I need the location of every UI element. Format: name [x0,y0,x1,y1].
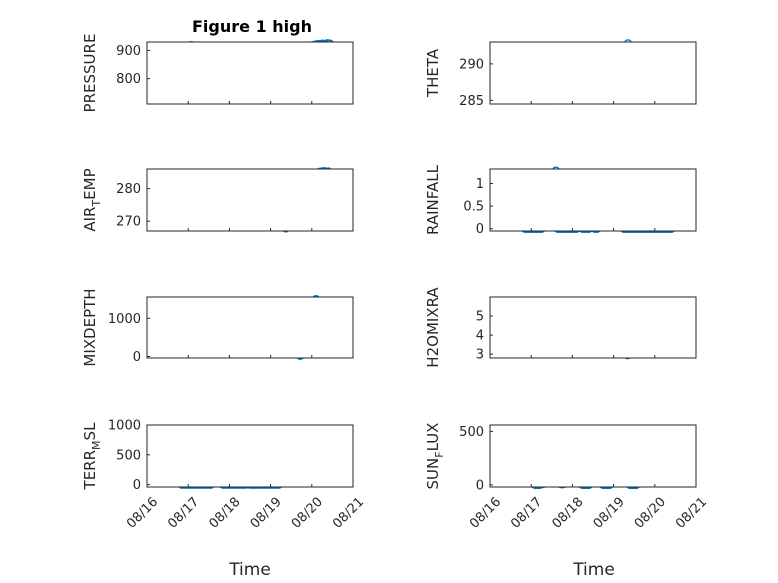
y-axis-label: H2OMIXRA [424,287,442,368]
x-tick-label: 08/16 [124,495,161,532]
axes-box [146,424,354,488]
axes-box [146,41,354,105]
axes-box [489,424,697,488]
subplot-theta: 285 290 THETA [424,39,697,109]
y-tick-label: 800 [116,72,141,87]
x-tick-label: 08/21 [673,495,710,532]
y-axis-label: RAINFALL [424,164,442,235]
x-axis-label-right: Time [572,560,615,580]
x-tick-label: 08/18 [206,495,243,532]
y-tick-label: 280 [116,182,141,197]
figure-title: Figure 1 high [192,17,312,36]
y-tick-label: 270 [116,215,141,230]
y-tick-label: 1 [476,177,484,192]
subplot-h2omixra: 3 4 5 H2OMIXRA [424,287,697,368]
y-tick-label: 1000 [108,419,141,434]
y-tick-label: 290 [459,57,484,72]
x-tick-label: 08/20 [632,495,669,532]
y-tick-label: 0 [133,478,141,493]
x-tick-label: 08/17 [165,495,202,532]
x-tick-label: 08/19 [248,495,285,532]
y-tick-label: 500 [116,448,141,463]
x-tick-label: 08/21 [330,495,367,532]
y-tick-label: 0.5 [463,200,484,215]
subplot-terr_msl: 0 500 1000 08/16 08/17 08/18 08/19 08/20 08/21 TE… [81,419,367,532]
y-axis-label: AIRTEMP [81,168,103,231]
x-tick-label: 08/20 [289,495,326,532]
y-axis-label: MIXDEPTH [81,288,99,366]
axes-box [489,296,697,359]
subplot-mixdepth: 0 1000 MIXDEPTH [81,288,354,367]
axes-box [146,296,354,359]
x-tick-label: 08/17 [508,495,545,532]
y-tick-label: 4 [476,329,484,344]
x-axis-label-left: Time [228,560,271,580]
axes-box [489,168,697,232]
y-tick-label: 5 [476,310,484,325]
x-tick-label: 08/16 [467,495,504,532]
y-tick-label: 500 [459,425,484,440]
x-tick-label: 08/19 [591,495,628,532]
y-axis-label: TERRMSL [81,422,103,491]
subplot-rainfall: 0 0.5 1 RAINFALL [424,164,697,237]
y-axis-label: PRESSURE [81,34,99,113]
y-axis-label: SUNFLUX [424,423,446,490]
y-tick-label: 285 [459,94,484,109]
y-tick-label: 0 [476,478,484,493]
subplot-air_temp: 270 280 AIRTEMP [81,167,354,233]
axes-box [146,168,354,232]
subplot-sun_flux: 0 500 08/16 08/17 08/18 08/19 08/20 08/21 SUNFLU… [424,423,710,532]
y-axis-label: THETA [424,48,442,98]
y-tick-label: 3 [476,348,484,363]
subplot-pressure: 800 900 PRESSURE [81,34,354,113]
y-tick-label: 1000 [108,312,141,327]
x-tick-label: 08/18 [549,495,586,532]
y-tick-label: 0 [133,350,141,365]
axes-box [489,41,697,105]
y-tick-label: 0 [476,222,484,237]
y-tick-label: 900 [116,44,141,59]
